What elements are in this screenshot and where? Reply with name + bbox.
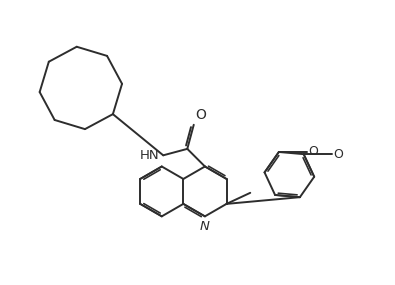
Text: O: O — [308, 145, 318, 158]
Text: O: O — [333, 148, 343, 161]
Text: HN: HN — [140, 149, 160, 162]
Text: O: O — [196, 108, 207, 122]
Text: N: N — [200, 220, 210, 233]
